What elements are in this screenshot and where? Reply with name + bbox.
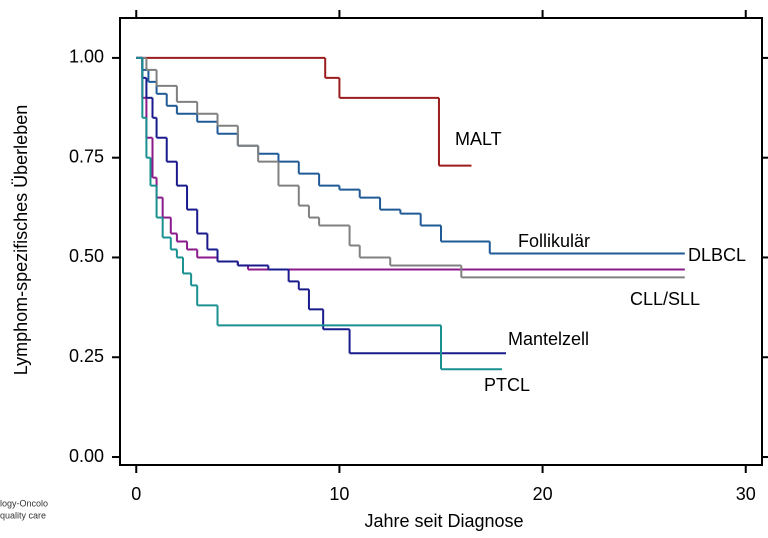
x-tick-label: 20	[533, 484, 553, 504]
series-label: Mantelzell	[508, 329, 589, 349]
series-label: MALT	[455, 129, 502, 149]
x-tick-label: 10	[329, 484, 349, 504]
plot-frame	[119, 17, 763, 466]
x-axis-label: Jahre seit Diagnose	[364, 511, 523, 531]
y-tick-label: 0.75	[69, 146, 104, 166]
y-tick-label: 0.50	[69, 246, 104, 266]
y-axis-label: Lymphom-spezifisches Überleben	[11, 105, 31, 375]
series-label: CLL/SLL	[630, 289, 700, 309]
watermark: quality care	[0, 510, 46, 520]
y-tick-label: 0.25	[69, 346, 104, 366]
x-tick-label: 0	[131, 484, 141, 504]
series-label: Follikulär	[518, 231, 590, 251]
series-label: DLBCL	[688, 245, 746, 265]
y-tick-label: 1.00	[69, 47, 104, 67]
series-label: PTCL	[484, 375, 530, 395]
y-tick-label: 0.00	[69, 446, 104, 466]
x-tick-label: 30	[736, 484, 756, 504]
watermark: logy-Oncolo	[0, 498, 48, 508]
